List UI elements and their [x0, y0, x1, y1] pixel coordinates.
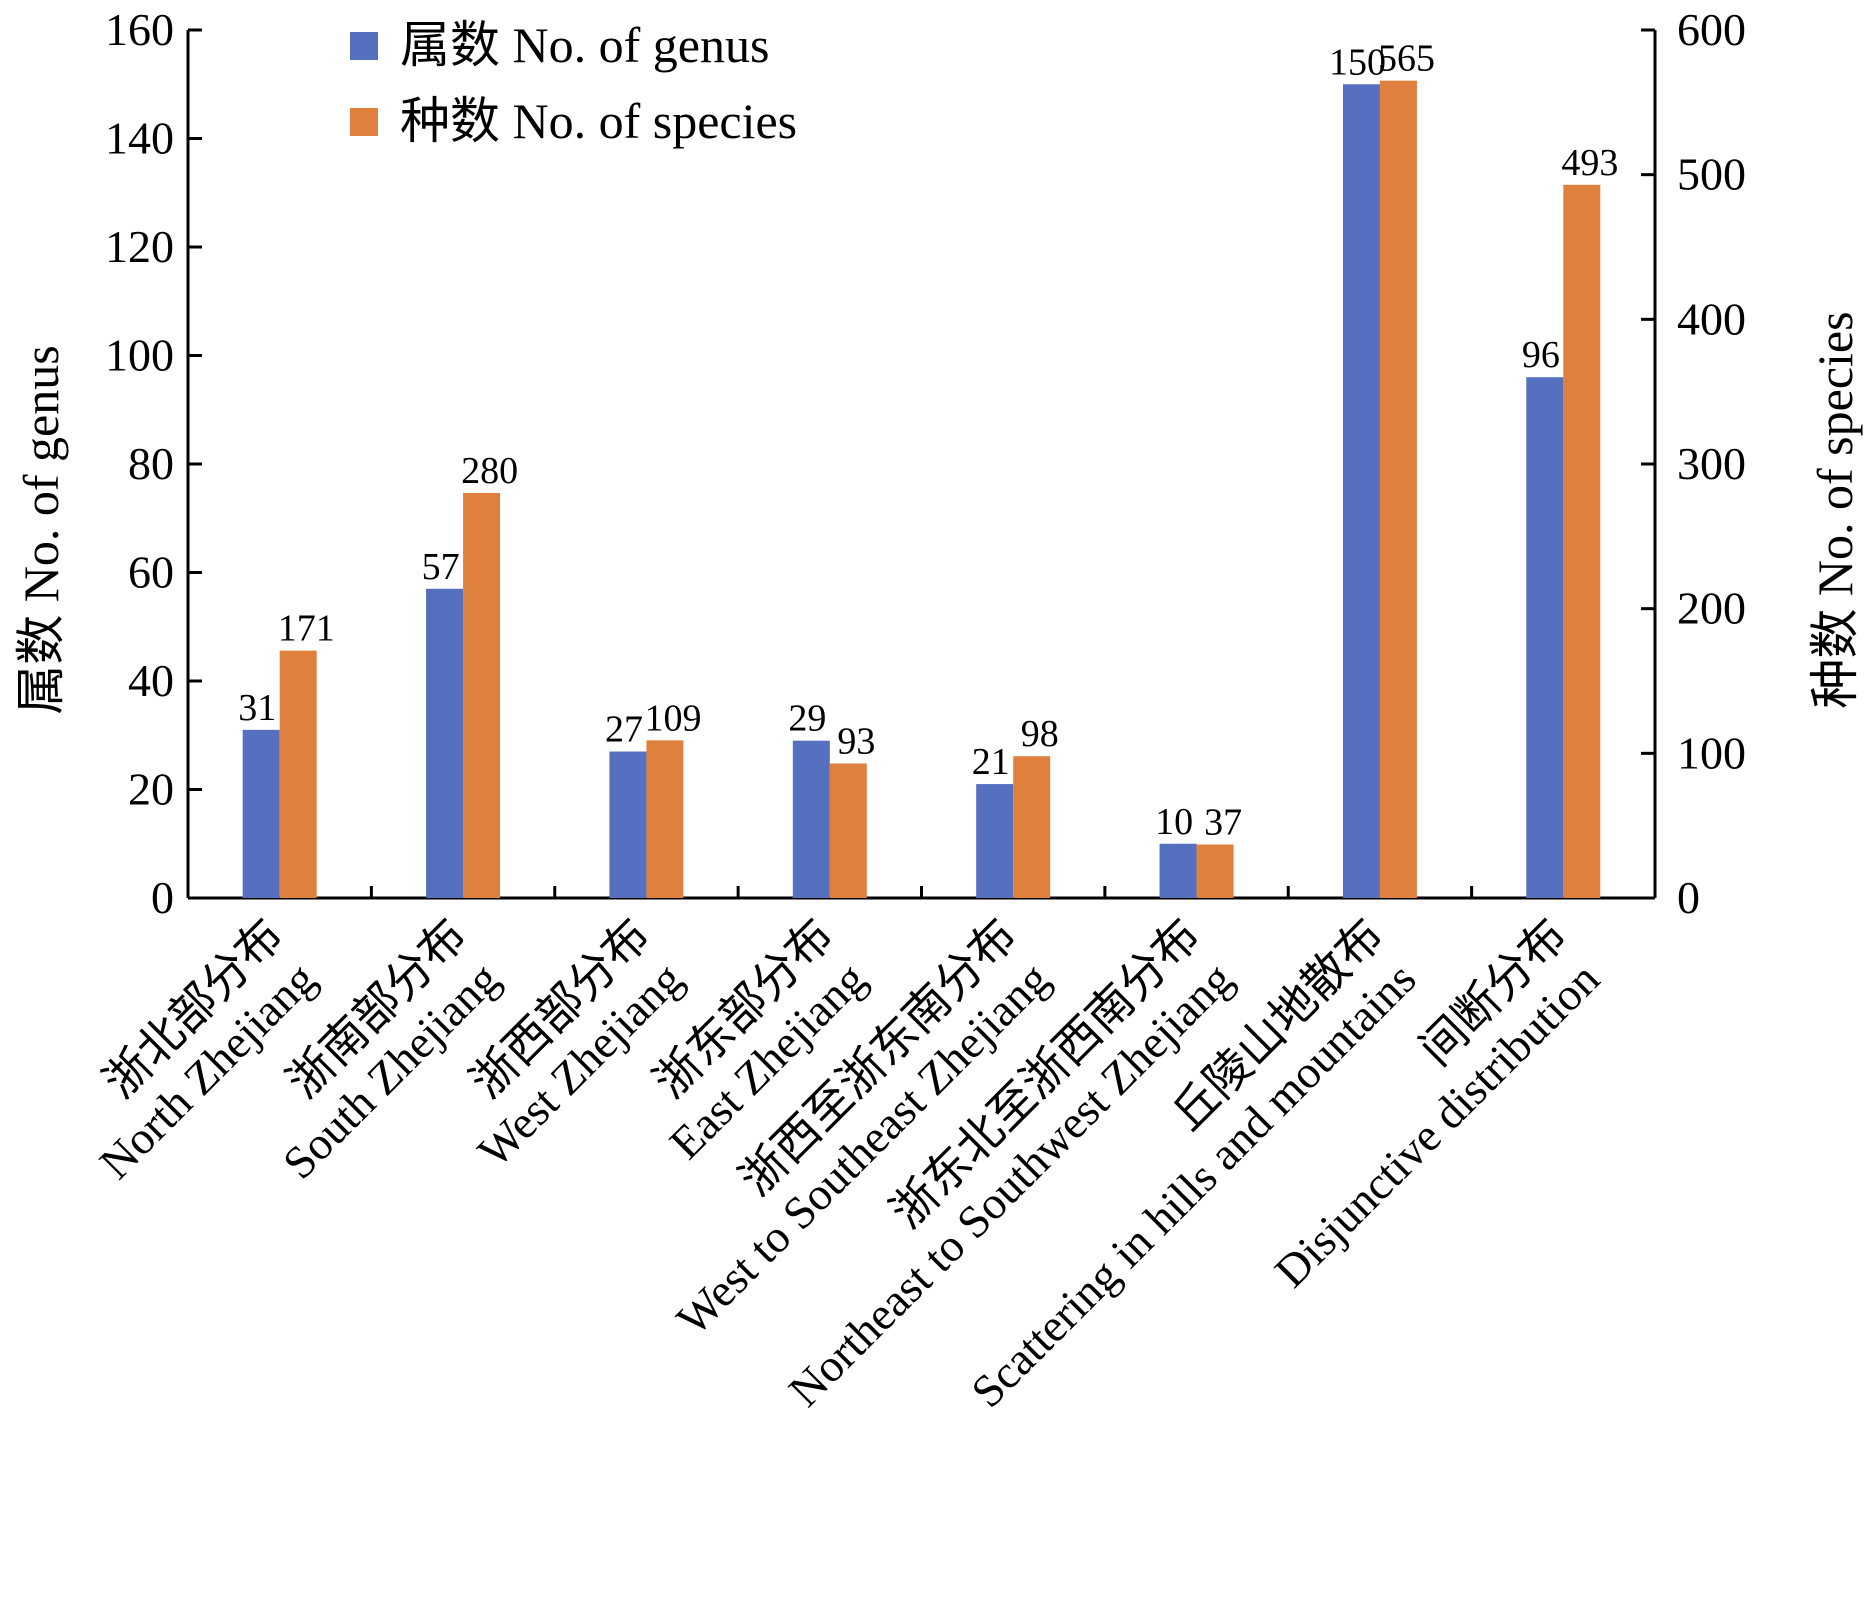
legend: 属数 No. of genus 种数 No. of species — [350, 17, 797, 149]
y-left-tick-label: 0 — [151, 872, 174, 923]
legend-label-species: 种数 No. of species — [400, 93, 797, 149]
y-right-tick-label: 100 — [1677, 727, 1746, 778]
bar-genus — [1159, 843, 1197, 898]
bar-genus — [792, 740, 830, 898]
bar-species — [1013, 756, 1051, 898]
y-right-axis-title: 种数 No. of species — [1807, 311, 1863, 708]
bar-species — [1196, 844, 1234, 898]
y-left-tick-label: 100 — [105, 330, 174, 381]
data-label-genus: 27 — [605, 709, 643, 751]
bars — [242, 80, 1601, 899]
bar-species — [1379, 80, 1417, 899]
bar-genus — [242, 729, 280, 898]
bar-genus — [1526, 377, 1564, 898]
y-right-tick-label: 500 — [1677, 149, 1746, 200]
data-label-species: 493 — [1561, 142, 1618, 184]
axes: 0 20 40 60 80 100 120 140 160 0 100 200 300 400 500 600 — [105, 4, 1746, 923]
data-label-genus: 29 — [788, 698, 826, 740]
y-right-tick-label: 200 — [1677, 583, 1746, 634]
bar-species — [1563, 184, 1601, 898]
y-right-tick-label: 400 — [1677, 293, 1746, 344]
y-left-tick-label: 160 — [105, 4, 174, 55]
y-left-tick-label: 80 — [128, 438, 174, 489]
y-left-tick-label: 140 — [105, 113, 174, 164]
bar-genus — [609, 751, 647, 898]
data-label-genus: 57 — [422, 546, 460, 588]
data-label-genus: 10 — [1155, 801, 1193, 843]
data-label-genus: 150 — [1329, 41, 1386, 83]
bar-species — [646, 740, 684, 898]
bar-species — [829, 763, 867, 898]
bar-species — [279, 650, 317, 898]
data-label-species: 37 — [1204, 801, 1242, 843]
legend-swatch-species — [350, 108, 378, 136]
bar-genus — [1342, 84, 1380, 898]
legend-swatch-genus — [350, 32, 378, 60]
data-label-genus: 96 — [1522, 334, 1560, 376]
y-right-tick-label: 300 — [1677, 438, 1746, 489]
data-label-species: 280 — [461, 450, 518, 492]
legend-label-genus: 属数 No. of genus — [400, 17, 769, 73]
data-label-genus: 31 — [238, 687, 276, 729]
bar-genus — [426, 588, 464, 898]
data-label-species: 93 — [837, 720, 875, 762]
data-label-species: 109 — [644, 697, 701, 739]
y-left-tick-label: 60 — [128, 547, 174, 598]
y-right-tick-label: 0 — [1677, 872, 1700, 923]
data-label-species: 171 — [278, 608, 335, 650]
y-left-tick-label: 20 — [128, 764, 174, 815]
data-label-genus: 21 — [972, 741, 1010, 783]
y-right-tick-label: 600 — [1677, 4, 1746, 55]
bar-genus — [976, 784, 1014, 898]
y-left-axis-title: 属数 No. of genus — [13, 345, 69, 714]
y-left-tick-label: 120 — [105, 221, 174, 272]
y-left-tick-label: 40 — [128, 655, 174, 706]
data-label-species: 98 — [1021, 713, 1059, 755]
data-label-species: 565 — [1378, 38, 1435, 80]
bar-species — [463, 492, 501, 898]
